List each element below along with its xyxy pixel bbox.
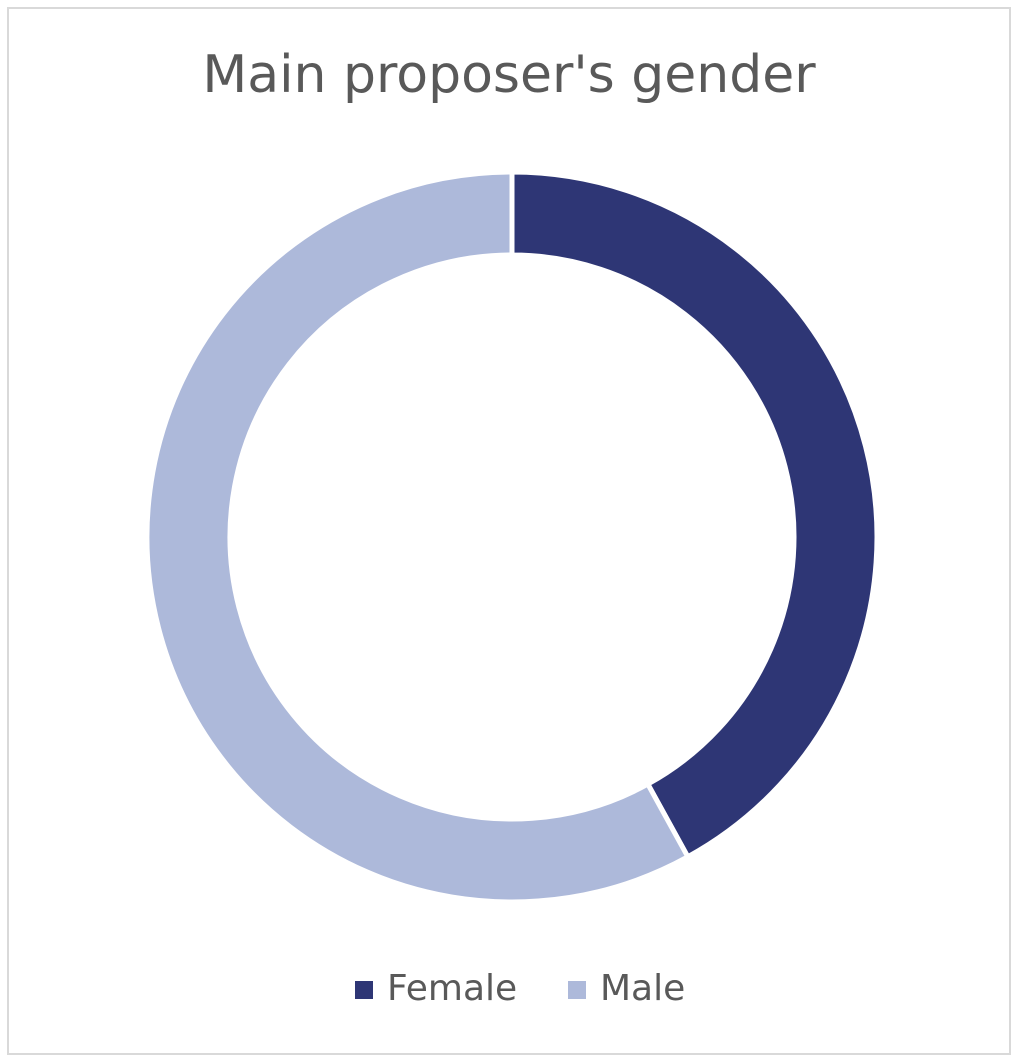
legend-label: Female [387,968,517,1009]
legend-swatch [568,981,586,999]
donut-segment [509,169,880,861]
legend-swatch [355,981,373,999]
legend-label: Male [600,968,685,1009]
chart-title: Main proposer's gender [202,45,816,105]
donut-segment [144,169,692,905]
